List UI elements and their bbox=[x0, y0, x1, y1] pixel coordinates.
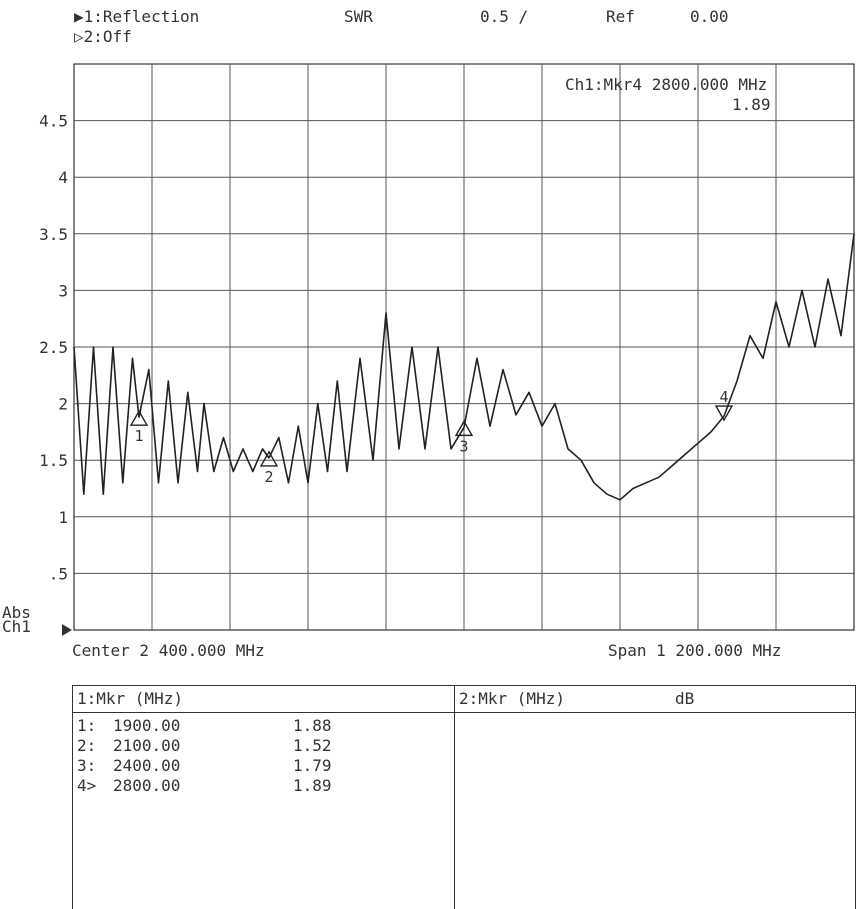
marker-triangle bbox=[129, 409, 149, 426]
marker-value: 1.52 bbox=[293, 736, 332, 755]
span-frequency: Span 1 200.000 MHz bbox=[608, 641, 782, 660]
ref-label: Ref bbox=[606, 7, 635, 26]
table-row: 4> 2800.00 1.89 bbox=[77, 776, 447, 795]
swr-chart: .5 1 1.5 2 2.5 3 3.5 4 4.5 1 2 3 4 bbox=[39, 63, 855, 631]
marker-number: 4 bbox=[719, 388, 728, 406]
marker-id: 3: bbox=[77, 756, 97, 775]
marker-frequency: 2400.00 bbox=[113, 756, 181, 775]
table-row: 2: 2100.00 1.52 bbox=[77, 736, 447, 755]
right-header-text: 2:Mkr (MHz) bbox=[459, 689, 565, 708]
marker-table-header-left: 1:Mkr (MHz) bbox=[73, 686, 454, 713]
channel1-label: ▶1:Reflection bbox=[74, 7, 200, 26]
marker-frequency: 2100.00 bbox=[113, 736, 181, 755]
marker-readout-line1: Ch1:Mkr4 2800.000 MHz bbox=[565, 75, 768, 94]
marker-id: 1: bbox=[77, 716, 97, 735]
y-tick-label: 1.5 bbox=[39, 451, 68, 470]
marker-frequency: 1900.00 bbox=[113, 716, 181, 735]
y-tick-label: 1 bbox=[58, 508, 68, 527]
channel-axis-label: Ch1 bbox=[2, 617, 31, 636]
ref-value: 0.00 bbox=[690, 7, 729, 26]
marker-triangle bbox=[454, 419, 474, 437]
marker-table: 1:Mkr (MHz) 1: 1900.00 1.88 2: 2100.00 1… bbox=[72, 685, 856, 909]
y-tick-label: 3.5 bbox=[39, 225, 68, 244]
marker-frequency: 2800.00 bbox=[113, 776, 181, 795]
left-header-text: 1:Mkr (MHz) bbox=[77, 689, 183, 708]
marker-number: 1 bbox=[134, 427, 143, 445]
marker-table-channel2: 2:Mkr (MHz) dB bbox=[455, 686, 855, 909]
marker-value: 1.89 bbox=[293, 776, 332, 795]
y-tick-label: 4 bbox=[58, 168, 68, 187]
marker-triangle bbox=[714, 405, 734, 422]
marker-table-channel1: 1:Mkr (MHz) 1: 1900.00 1.88 2: 2100.00 1… bbox=[73, 686, 455, 909]
marker-number: 2 bbox=[264, 468, 273, 486]
y-tick-label: 2 bbox=[58, 395, 68, 414]
marker-value: 1.88 bbox=[293, 716, 332, 735]
right-header-unit: dB bbox=[675, 689, 695, 708]
table-row: 3: 2400.00 1.79 bbox=[77, 756, 447, 775]
y-tick-label: 2.5 bbox=[39, 338, 68, 357]
y-tick-label: 4.5 bbox=[39, 112, 68, 131]
table-row: 1: 1900.00 1.88 bbox=[77, 716, 447, 735]
marker-id: 4> bbox=[77, 776, 97, 795]
marker-value: 1.79 bbox=[293, 756, 332, 775]
center-frequency: Center 2 400.000 MHz bbox=[72, 641, 265, 660]
y-tick-label: 3 bbox=[58, 281, 68, 300]
format-label: SWR bbox=[344, 7, 373, 26]
marker-number: 3 bbox=[459, 437, 468, 455]
marker-readout-line2: 1.89 bbox=[732, 95, 771, 114]
channel2-label: ▷2:Off bbox=[74, 27, 132, 46]
marker-id: 2: bbox=[77, 736, 97, 755]
reference-arrow-icon bbox=[62, 624, 72, 636]
y-tick-label: .5 bbox=[49, 564, 68, 583]
swr-trace bbox=[73, 233, 855, 501]
marker-table-header-right: 2:Mkr (MHz) dB bbox=[455, 686, 855, 713]
marker-triangle bbox=[259, 450, 279, 467]
scale-label: 0.5 / bbox=[480, 7, 529, 26]
abs-label: Abs bbox=[2, 603, 31, 622]
